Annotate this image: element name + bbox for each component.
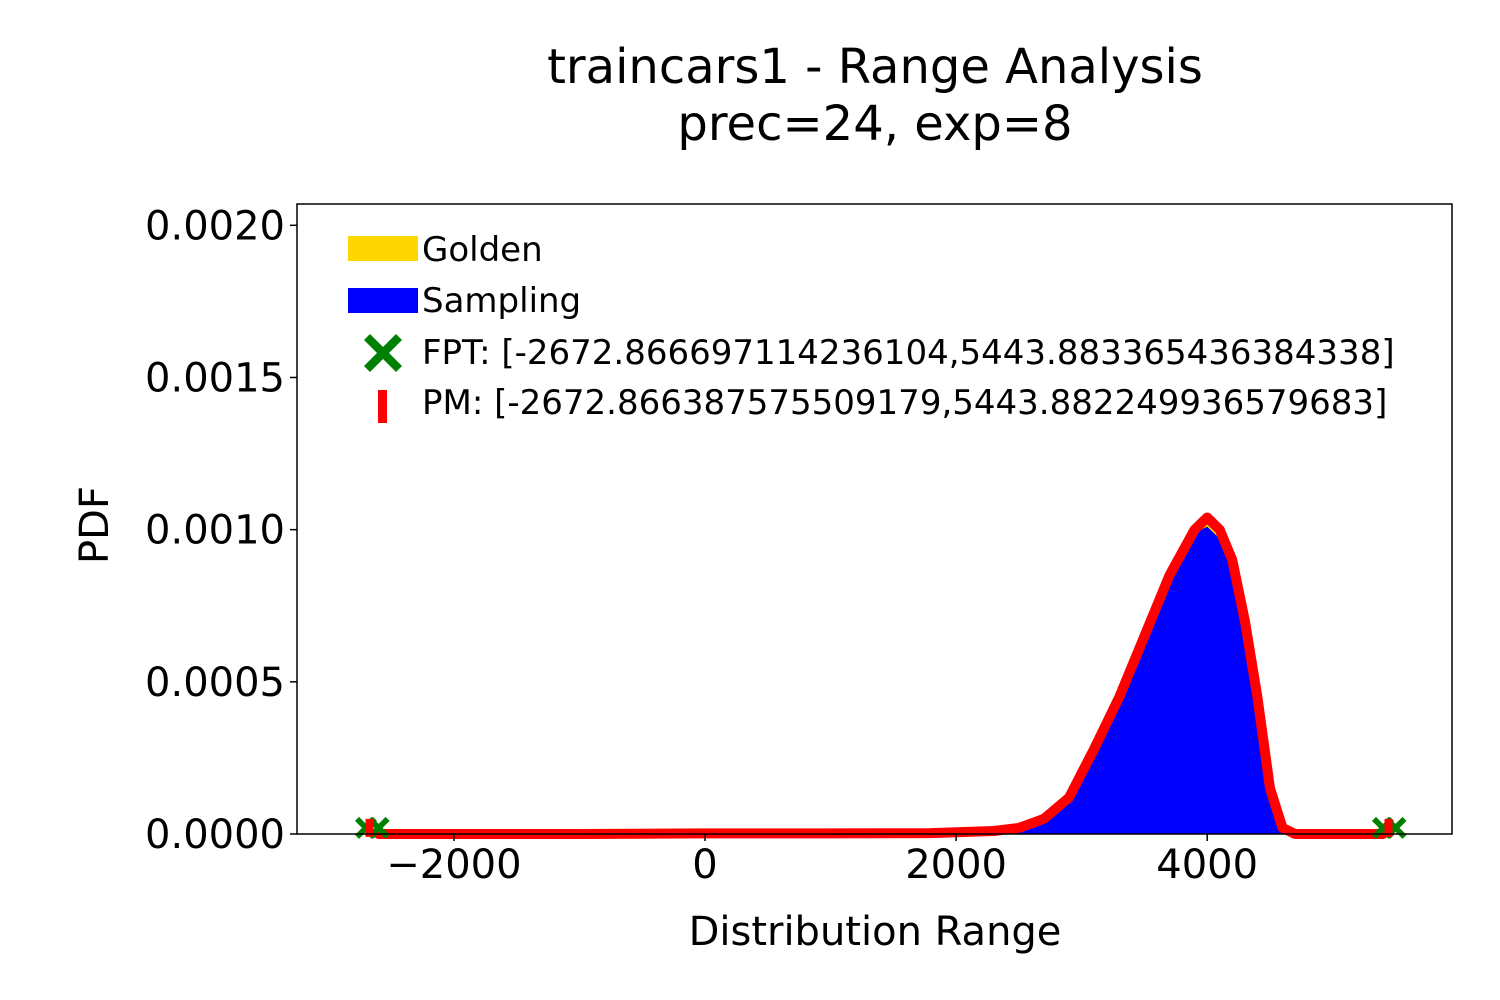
legend-label-fpt: FPT: [-2672.866697114236104,5443.8833654…: [422, 333, 1395, 373]
chart-subtitle: prec=24, exp=8: [677, 96, 1072, 152]
plot-area: [355, 512, 1407, 839]
y-tick-label: 0.0005: [145, 660, 285, 706]
y-tick-label: 0.0015: [145, 355, 285, 401]
x-tick-label: 2000: [905, 842, 1007, 888]
x-tick-label: 0: [692, 842, 717, 888]
x-tick-label: −2000: [386, 842, 521, 888]
y-tick-label: 0.0020: [145, 203, 285, 249]
x-axis-label: Distribution Range: [689, 909, 1062, 955]
axis-ticks: −2000 0 2000 4000 0.0000 0.0005 0.0010 0.0015 0.…: [145, 203, 1258, 888]
legend: Golden Sampling FPT: [-2672.866697114236…: [348, 230, 1395, 423]
series-area-sampling: [993, 526, 1296, 834]
legend-label-sampling: Sampling: [422, 281, 581, 321]
legend-fpt-x-marker-icon: [364, 334, 402, 372]
legend-pm-bar-marker-icon: [378, 390, 387, 423]
chart-title: traincars1 - Range Analysis: [547, 39, 1203, 95]
legend-label-pm: PM: [-2672.866387575509179,5443.88224993…: [422, 383, 1387, 423]
y-tick-label: 0.0010: [145, 508, 285, 554]
legend-swatch-golden: [348, 236, 418, 261]
legend-swatch-sampling: [348, 288, 418, 313]
y-tick-label: 0.0000: [145, 812, 285, 858]
plot-frame: [296, 203, 1453, 835]
legend-label-golden: Golden: [422, 230, 543, 270]
x-tick-label: 4000: [1156, 842, 1258, 888]
y-axis-label: PDF: [72, 486, 118, 564]
pm-marker-0: [365, 818, 374, 837]
pm-marker-1: [1384, 818, 1393, 837]
